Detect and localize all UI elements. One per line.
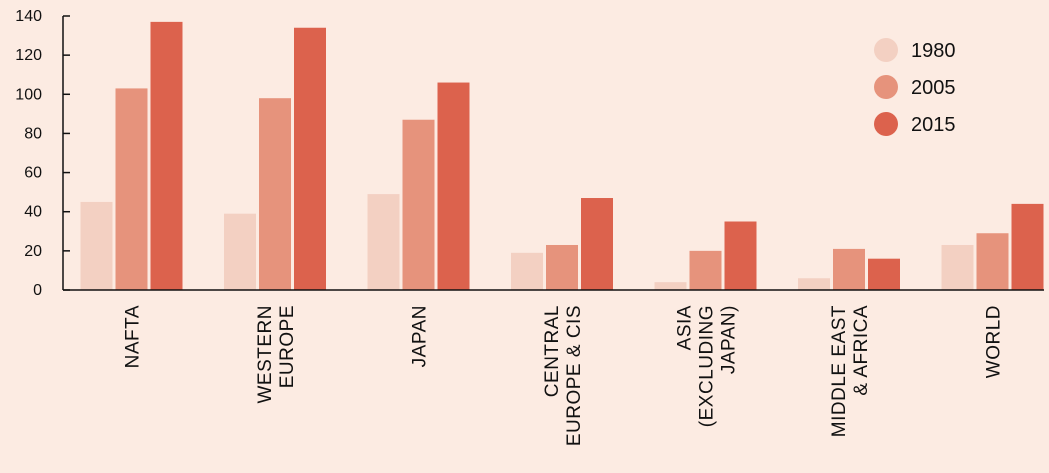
- legend-swatch: [874, 112, 898, 136]
- bar-1980-6: [941, 244, 974, 290]
- y-tick-label: 120: [15, 47, 42, 64]
- category-label: NAFTA: [123, 305, 144, 368]
- bar-1980-0: [80, 201, 113, 290]
- bar-2005-2: [402, 119, 435, 290]
- legend-label: 2005: [911, 77, 956, 99]
- legend-label: 1980: [911, 40, 956, 62]
- y-tick-label: 80: [24, 125, 42, 142]
- category-label: ASIA(EXCLUDINGJAPAN): [675, 305, 740, 427]
- y-tick-label: 100: [15, 86, 42, 103]
- bar-2005-6: [976, 233, 1009, 290]
- bar-2015-4: [724, 221, 757, 290]
- bar-2005-0: [115, 88, 148, 291]
- bar-1980-2: [367, 194, 400, 290]
- legend-item-2005: 2005: [874, 75, 956, 99]
- bar-2015-5: [868, 258, 900, 290]
- bar-2015-6: [1011, 203, 1044, 290]
- bar-1980-5: [798, 278, 830, 290]
- category-label: WORLD: [984, 305, 1005, 378]
- legend-swatch: [874, 38, 898, 62]
- bar-2015-2: [437, 82, 470, 291]
- legend: 1980 2005 2015: [874, 38, 956, 136]
- bar-1980-1: [224, 213, 256, 290]
- legend-label: 2015: [911, 114, 956, 136]
- bar-1980-4: [654, 282, 687, 290]
- bar-2005-5: [833, 248, 865, 290]
- y-tick-label: 60: [24, 165, 42, 182]
- bar-2005-1: [259, 98, 291, 290]
- y-tick-label: 20: [24, 243, 42, 260]
- y-tick-label: 140: [15, 8, 42, 25]
- legend-item-2015: 2015: [874, 112, 956, 136]
- bar-2005-4: [689, 250, 722, 290]
- category-label: WESTERNEUROPE: [255, 305, 298, 404]
- legend-swatch: [874, 75, 898, 99]
- category-label: CENTRALEUROPE & CIS: [542, 305, 585, 446]
- y-axis: 0 20 40 60 80 100 120 140: [15, 8, 70, 299]
- bar-2015-3: [581, 198, 613, 290]
- y-tick-label: 0: [33, 282, 42, 299]
- bar-2015-0: [150, 21, 183, 290]
- y-tick-label: 40: [24, 204, 42, 221]
- bar-2005-3: [546, 244, 578, 290]
- bars: [80, 21, 1044, 291]
- x-axis: NAFTA WESTERNEUROPE JAPAN CENTRALEUROPE & C…: [63, 289, 1044, 446]
- bar-2015-1: [294, 27, 326, 290]
- legend-item-1980: 1980: [874, 38, 956, 62]
- category-label: MIDDLE EAST& AFRICA: [829, 305, 872, 437]
- bar-1980-3: [511, 252, 543, 290]
- category-label: JAPAN: [410, 305, 431, 367]
